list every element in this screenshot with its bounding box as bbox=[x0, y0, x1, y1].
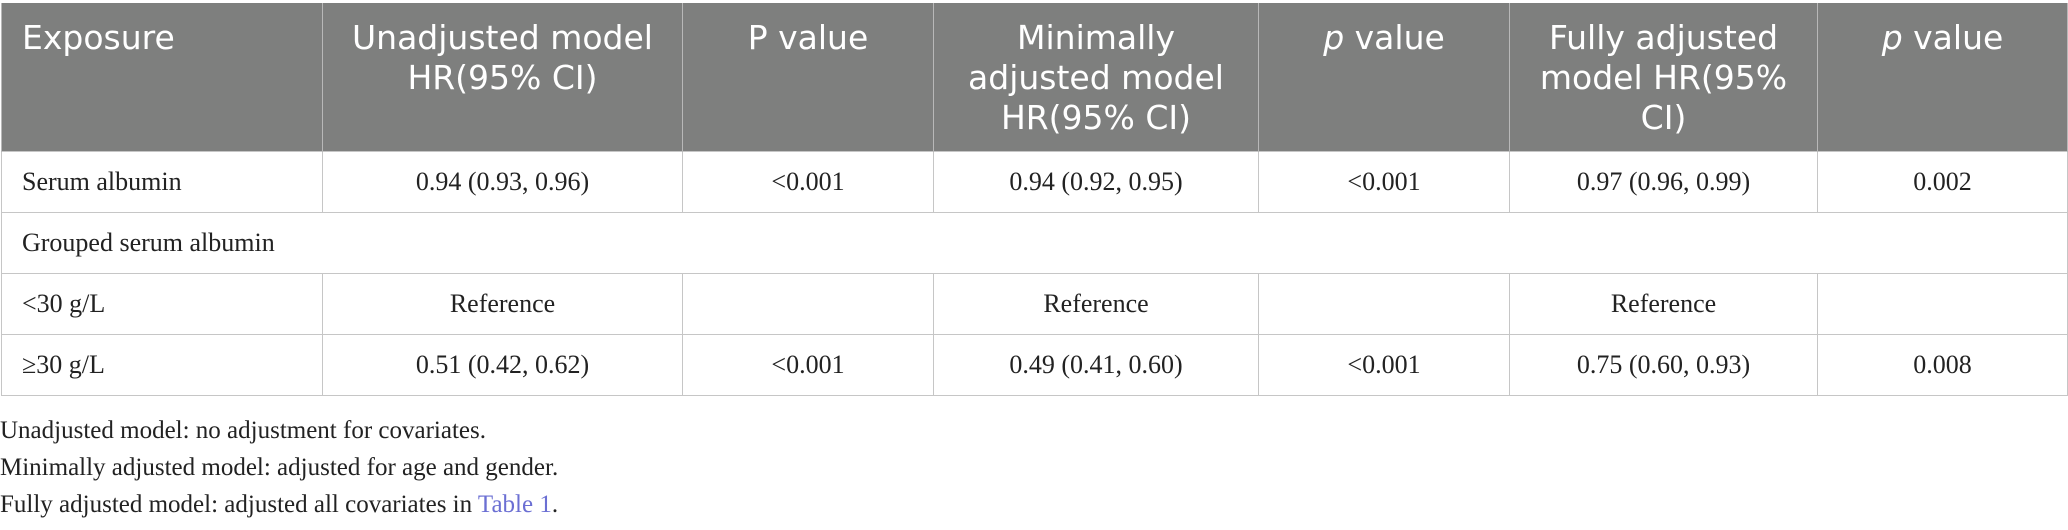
header-p-value-1: P value bbox=[682, 3, 934, 152]
group-row: Grouped serum albumin bbox=[1, 212, 2068, 274]
table-cell bbox=[1258, 273, 1510, 335]
table-row: ≥30 g/L 0.51 (0.42, 0.62) <0.001 0.49 (0… bbox=[1, 334, 2068, 396]
table-1-link[interactable]: Table 1 bbox=[477, 491, 552, 518]
table-cell: <0.001 bbox=[1258, 334, 1510, 396]
header-p-value-2: p value bbox=[1258, 3, 1510, 152]
table-cell: ≥30 g/L bbox=[1, 334, 323, 396]
footnote-fully-adjusted: Fully adjusted model: adjusted all covar… bbox=[0, 486, 558, 523]
hazard-ratio-table: Exposure Unadjusted model HR(95% CI) P v… bbox=[1, 3, 2068, 396]
results-table-container: Exposure Unadjusted model HR(95% CI) P v… bbox=[0, 3, 2068, 396]
header-fully-adjusted-hr: Fully adjusted model HR(95% CI) bbox=[1509, 3, 1818, 152]
footnote-unadjusted: Unadjusted model: no adjustment for cova… bbox=[0, 417, 486, 444]
table-row: Serum albumin 0.94 (0.93, 0.96) <0.001 0… bbox=[1, 151, 2068, 213]
table-cell: 0.49 (0.41, 0.60) bbox=[933, 334, 1259, 396]
footnote-period: . bbox=[551, 491, 559, 518]
table-cell bbox=[1817, 273, 2068, 335]
table-cell: Reference bbox=[933, 273, 1259, 335]
header-row: Exposure Unadjusted model HR(95% CI) P v… bbox=[1, 3, 2068, 152]
table-cell: 0.51 (0.42, 0.62) bbox=[322, 334, 683, 396]
table-cell bbox=[682, 273, 934, 335]
table-cell: Serum albumin bbox=[1, 151, 323, 213]
table-cell: 0.94 (0.93, 0.96) bbox=[322, 151, 683, 213]
table-cell: <0.001 bbox=[682, 334, 934, 396]
header-minimally-adjusted-hr: Minimally adjusted model HR(95% CI) bbox=[933, 3, 1259, 152]
table-cell: 0.94 (0.92, 0.95) bbox=[933, 151, 1259, 213]
table-cell: 0.75 (0.60, 0.93) bbox=[1509, 334, 1818, 396]
header-exposure: Exposure bbox=[1, 3, 323, 152]
table-cell: <0.001 bbox=[682, 151, 934, 213]
table-cell: 0.002 bbox=[1817, 151, 2068, 213]
header-p-value-3: p value bbox=[1817, 3, 2068, 152]
table-cell: Reference bbox=[1509, 273, 1818, 335]
table-cell: Reference bbox=[322, 273, 683, 335]
table-cell: 0.97 (0.96, 0.99) bbox=[1509, 151, 1818, 213]
header-unadjusted-hr: Unadjusted model HR(95% CI) bbox=[322, 3, 683, 152]
group-label: Grouped serum albumin bbox=[1, 212, 2068, 274]
footnote-fully-adjusted-text: Fully adjusted model: adjusted all covar… bbox=[0, 491, 478, 518]
table-cell: <0.001 bbox=[1258, 151, 1510, 213]
table-footnotes: Unadjusted model: no adjustment for cova… bbox=[0, 412, 558, 523]
footnote-minimally-adjusted: Minimally adjusted model: adjusted for a… bbox=[0, 454, 559, 481]
table-row: <30 g/L Reference Reference Reference bbox=[1, 273, 2068, 335]
table-cell: 0.008 bbox=[1817, 334, 2068, 396]
table-cell: <30 g/L bbox=[1, 273, 323, 335]
